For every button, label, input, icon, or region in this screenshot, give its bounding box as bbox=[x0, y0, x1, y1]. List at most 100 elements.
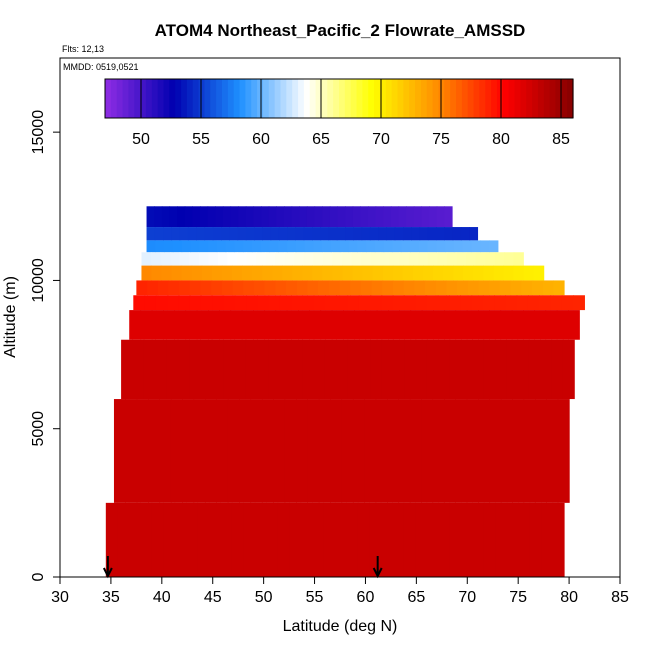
colorbar-segment bbox=[350, 79, 358, 118]
x-tick-label: 80 bbox=[560, 589, 578, 606]
heatmap-cell bbox=[500, 399, 513, 503]
colorbar-segment bbox=[321, 79, 328, 118]
heatmap-cell bbox=[181, 240, 192, 253]
heatmap-cell bbox=[375, 399, 388, 503]
heatmap-cell bbox=[383, 206, 392, 228]
colorbar-segment bbox=[485, 79, 492, 118]
heatmap-cell bbox=[425, 280, 437, 296]
heatmap-cell bbox=[245, 339, 258, 400]
heatmap-cell bbox=[552, 502, 565, 577]
heatmap-cell bbox=[268, 295, 281, 311]
y-axis-label: Altitude (m) bbox=[2, 276, 19, 358]
heatmap-cell bbox=[254, 227, 263, 241]
heatmap-cell bbox=[314, 206, 323, 228]
heatmap-cell bbox=[357, 502, 370, 577]
heatmap-cell bbox=[342, 265, 354, 281]
heatmap-cell bbox=[279, 295, 292, 311]
heatmap-cell bbox=[381, 295, 394, 311]
heatmap-cell bbox=[472, 339, 485, 400]
heatmap-cell bbox=[483, 265, 494, 281]
colorbar-segment bbox=[315, 79, 323, 118]
heatmap-cell bbox=[146, 206, 155, 228]
heatmap-cell bbox=[332, 265, 344, 281]
colorbar-tick-label: 55 bbox=[192, 131, 210, 148]
heatmap-cell bbox=[141, 265, 153, 281]
x-tick-label: 85 bbox=[611, 589, 629, 606]
heatmap-cell bbox=[168, 280, 180, 296]
heatmap-cell bbox=[466, 310, 479, 340]
heatmap-cell bbox=[392, 265, 404, 281]
heatmap-cell bbox=[483, 339, 496, 400]
colorbar-segment bbox=[262, 79, 270, 118]
heatmap-cell bbox=[299, 206, 308, 228]
colorbar-segment bbox=[374, 79, 381, 118]
heatmap-cell bbox=[170, 252, 181, 266]
heatmap-cell bbox=[265, 252, 276, 266]
heatmap-cell bbox=[541, 502, 554, 577]
heatmap-cell bbox=[237, 227, 247, 241]
heatmap-cell bbox=[443, 399, 456, 503]
heatmap-cell bbox=[466, 252, 477, 266]
heatmap-cell bbox=[427, 227, 437, 241]
colorbar-segment bbox=[227, 79, 235, 118]
heatmap-cell bbox=[370, 295, 382, 311]
heatmap-cell bbox=[204, 399, 217, 503]
heatmap-cell bbox=[444, 310, 457, 340]
heatmap-cell bbox=[132, 339, 145, 400]
heatmap-cell bbox=[302, 265, 313, 281]
colorbar-tick-label: 80 bbox=[492, 131, 510, 148]
heatmap-cell bbox=[455, 310, 468, 340]
heatmap-cell bbox=[174, 310, 187, 340]
heatmap-cell bbox=[146, 240, 156, 253]
heatmap-cell bbox=[207, 206, 216, 228]
heatmap-cell bbox=[506, 339, 519, 400]
heatmap-cell bbox=[460, 227, 470, 241]
heatmap-cell bbox=[253, 280, 266, 296]
heatmap-cell bbox=[353, 227, 363, 241]
heatmap-cell bbox=[493, 265, 505, 281]
heatmap-cell bbox=[164, 240, 174, 253]
heatmap-cell bbox=[287, 240, 297, 253]
heatmap-cell bbox=[357, 240, 367, 253]
heatmap-cell bbox=[460, 295, 473, 311]
heatmap-cell bbox=[418, 252, 429, 266]
heatmap-cell bbox=[339, 280, 351, 296]
heatmap-cell bbox=[495, 502, 508, 577]
heatmap-cell bbox=[392, 339, 405, 400]
heatmap-cell bbox=[364, 399, 377, 503]
heatmap-cell bbox=[350, 280, 362, 296]
colorbar-tick-label: 60 bbox=[252, 131, 270, 148]
heatmap-cell bbox=[208, 240, 218, 253]
colorbar-segment bbox=[116, 79, 124, 118]
heatmap-cell bbox=[230, 206, 239, 228]
x-tick-label: 60 bbox=[357, 589, 375, 606]
heatmap-cell bbox=[219, 310, 232, 340]
heatmap-cell bbox=[545, 310, 558, 340]
heatmap-cell bbox=[427, 240, 437, 253]
heatmap-cell bbox=[330, 399, 343, 503]
heatmap-cell bbox=[369, 227, 379, 241]
colorbar-segment bbox=[251, 79, 258, 118]
heatmap-cell bbox=[401, 240, 411, 253]
heatmap-cell bbox=[383, 240, 394, 253]
heatmap-cell bbox=[282, 265, 293, 281]
heatmap-cell bbox=[275, 310, 288, 340]
heatmap-cell bbox=[113, 399, 126, 503]
arrow-head bbox=[372, 567, 383, 579]
heatmap-cell bbox=[196, 310, 209, 340]
heatmap-cell bbox=[513, 265, 525, 281]
heatmap-cell bbox=[438, 502, 451, 577]
colorbar-segment bbox=[110, 79, 118, 118]
arrows bbox=[102, 556, 383, 579]
heatmap-cell bbox=[336, 339, 349, 400]
heatmap-cell bbox=[550, 295, 563, 311]
heatmap-cell bbox=[257, 295, 270, 311]
heatmap-cell bbox=[489, 399, 502, 503]
heatmap-cell bbox=[211, 339, 224, 400]
heatmap-cell bbox=[553, 280, 565, 296]
heatmap-cell bbox=[408, 252, 419, 266]
heatmap-cell bbox=[295, 227, 305, 241]
heatmap-cell bbox=[568, 310, 580, 340]
heatmap-cell bbox=[189, 280, 202, 296]
heatmap-cell bbox=[155, 295, 168, 311]
